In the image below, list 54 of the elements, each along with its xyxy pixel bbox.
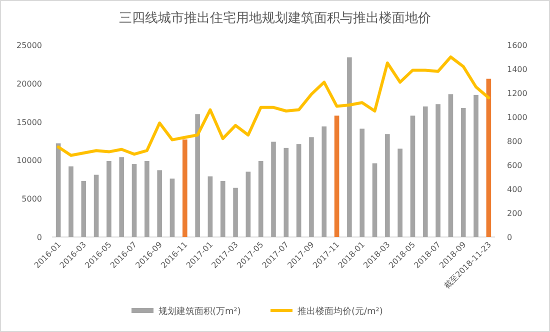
bar — [360, 128, 365, 237]
bar — [81, 180, 86, 237]
bar — [422, 106, 428, 237]
bar — [448, 94, 454, 237]
bar — [284, 148, 289, 237]
bar — [309, 137, 314, 237]
y2-tick-label: 400 — [507, 185, 522, 194]
y2-tick-label: 1000 — [507, 113, 528, 122]
bar — [68, 166, 74, 237]
y-tick-label: 25000 — [16, 41, 42, 50]
bar — [119, 157, 124, 237]
y2-tick-label: 600 — [507, 161, 522, 170]
y2-tick-label: 1600 — [507, 41, 528, 50]
bar — [195, 114, 200, 237]
bar — [271, 142, 276, 237]
y2-tick-label: 1200 — [507, 89, 528, 98]
bar — [208, 176, 213, 237]
bar — [385, 134, 390, 237]
bar — [220, 180, 226, 237]
y-tick-label: 0 — [36, 233, 42, 242]
bar — [144, 160, 150, 237]
bar — [474, 94, 478, 237]
y2-tick-label: 0 — [507, 233, 512, 242]
bar — [157, 170, 162, 237]
chart-title: 三四线城市推出住宅用地规划建筑面积与推出楼面地价 — [119, 10, 431, 26]
y-tick-label: 10000 — [16, 156, 42, 166]
legend-label: 推出楼面均价(元/m²) — [298, 306, 383, 317]
bar — [410, 116, 416, 237]
bar — [258, 160, 264, 237]
bar — [347, 57, 352, 237]
y-tick-label: 20000 — [16, 79, 42, 88]
bar — [56, 143, 61, 237]
bar — [106, 160, 112, 237]
y-tick-label: 5000 — [22, 194, 42, 204]
line-series — [56, 56, 490, 157]
bar — [94, 174, 99, 237]
bar — [436, 104, 440, 237]
bar — [460, 108, 466, 237]
y2-tick-label: 200 — [507, 209, 522, 218]
bar — [372, 163, 378, 237]
bar — [334, 116, 340, 237]
y2-tick-label: 1400 — [507, 65, 528, 74]
bar — [132, 164, 137, 237]
bar — [170, 178, 175, 237]
bar — [398, 148, 402, 237]
bar — [486, 78, 492, 237]
y-tick-label: 15000 — [16, 118, 42, 127]
legend-label: 规划建筑面积(万m²) — [158, 306, 241, 317]
bar — [233, 188, 238, 237]
bar — [296, 144, 302, 237]
bar — [246, 172, 251, 237]
y2-tick-label: 800 — [507, 137, 522, 146]
bar — [182, 139, 188, 237]
bar — [322, 126, 327, 237]
